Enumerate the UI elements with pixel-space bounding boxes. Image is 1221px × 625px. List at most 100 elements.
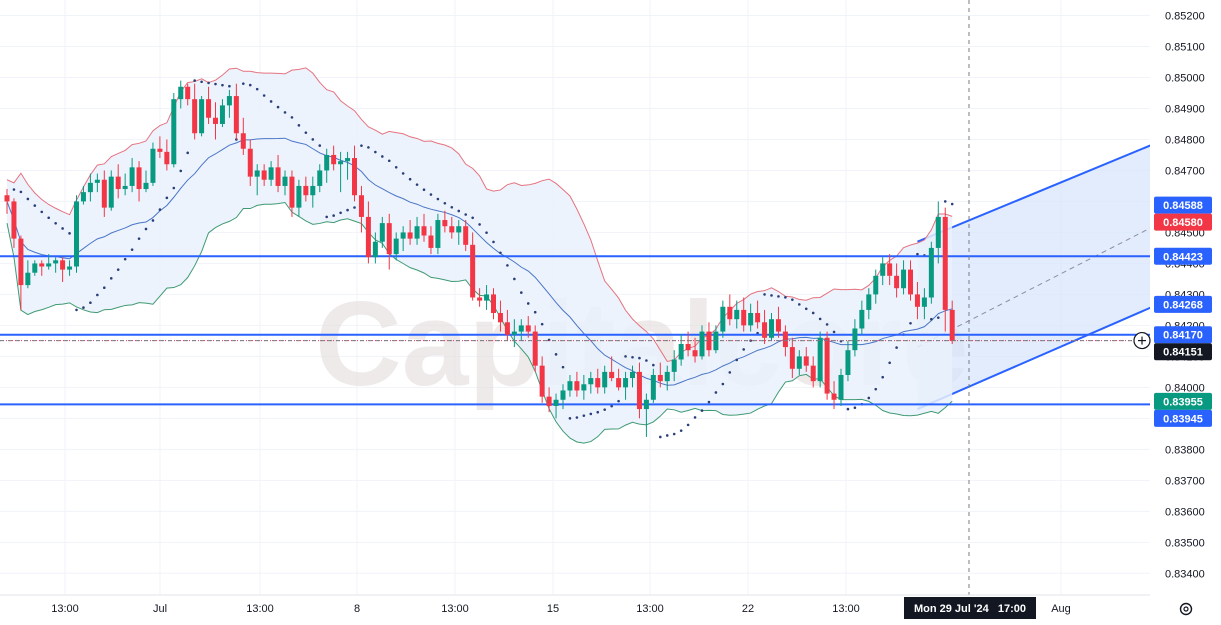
candle[interactable] <box>796 350 802 375</box>
time-axis[interactable]: 13:00 Jul 13:00 8 13:00 15 13:00 22 13:00 Aug <box>51 603 1071 615</box>
candles[interactable] <box>4 80 955 437</box>
candle[interactable] <box>352 145 357 202</box>
candle[interactable] <box>324 148 330 183</box>
candle[interactable] <box>567 374 573 397</box>
candle[interactable] <box>894 263 900 298</box>
candle[interactable] <box>171 92 177 168</box>
candle[interactable] <box>157 136 163 159</box>
candle[interactable] <box>928 241 934 304</box>
candle[interactable] <box>532 325 538 372</box>
candle[interactable] <box>525 316 531 338</box>
candle[interactable] <box>692 337 698 363</box>
candle[interactable] <box>831 381 837 410</box>
candle[interactable] <box>657 362 663 388</box>
candle[interactable] <box>345 151 351 180</box>
candle[interactable] <box>46 254 52 270</box>
candle[interactable] <box>143 170 149 193</box>
candle[interactable] <box>289 170 295 217</box>
candle[interactable] <box>407 220 413 245</box>
candle[interactable] <box>213 102 218 140</box>
candle[interactable] <box>442 210 448 233</box>
candle[interactable] <box>386 213 392 270</box>
candle[interactable] <box>762 309 768 344</box>
candle[interactable] <box>296 179 302 217</box>
candle[interactable] <box>602 365 608 394</box>
candle[interactable] <box>769 312 774 341</box>
candle[interactable] <box>317 164 323 193</box>
candle[interactable] <box>67 260 73 276</box>
candle[interactable] <box>546 387 552 413</box>
candle[interactable] <box>949 300 955 344</box>
candle[interactable] <box>650 368 656 403</box>
candle[interactable] <box>504 309 510 341</box>
candle[interactable] <box>428 226 434 255</box>
candle[interactable] <box>185 83 191 106</box>
candle[interactable] <box>775 306 781 338</box>
candle[interactable] <box>282 170 288 196</box>
candle[interactable] <box>32 260 38 276</box>
candle[interactable] <box>497 300 503 332</box>
candle[interactable] <box>331 145 337 171</box>
candle[interactable] <box>671 350 677 382</box>
candle[interactable] <box>11 198 17 248</box>
settings-gear-icon[interactable] <box>1179 602 1193 616</box>
candle[interactable] <box>484 285 490 310</box>
candle[interactable] <box>60 257 66 283</box>
candle[interactable] <box>880 257 886 286</box>
candle[interactable] <box>435 213 441 255</box>
candle[interactable] <box>226 89 232 118</box>
candle[interactable] <box>365 201 371 264</box>
candle[interactable] <box>859 300 865 335</box>
candle[interactable] <box>699 325 705 360</box>
candle[interactable] <box>720 300 726 338</box>
candle[interactable] <box>456 220 462 245</box>
candle[interactable] <box>810 356 816 388</box>
candle[interactable] <box>609 356 615 382</box>
candle[interactable] <box>803 347 809 372</box>
candle[interactable] <box>887 254 893 286</box>
candle[interactable] <box>511 319 517 348</box>
candle[interactable] <box>623 371 629 400</box>
candle[interactable] <box>664 365 670 391</box>
candle[interactable] <box>87 173 93 202</box>
candle[interactable] <box>678 334 684 366</box>
candle[interactable] <box>935 201 941 264</box>
candle[interactable] <box>18 235 24 310</box>
candle[interactable] <box>581 374 587 400</box>
candle[interactable] <box>254 164 260 196</box>
candle[interactable] <box>101 170 107 217</box>
candle[interactable] <box>921 288 927 320</box>
candle[interactable] <box>393 232 399 261</box>
candle[interactable] <box>192 83 198 140</box>
candle[interactable] <box>636 362 642 419</box>
candle[interactable] <box>914 282 920 320</box>
horizontal-levels[interactable] <box>0 255 1150 406</box>
candle[interactable] <box>53 257 59 273</box>
candle[interactable] <box>80 185 86 205</box>
candle[interactable] <box>303 176 309 202</box>
candle[interactable] <box>574 371 580 397</box>
candle[interactable] <box>470 232 476 301</box>
candle[interactable] <box>588 371 594 394</box>
candle[interactable] <box>94 173 100 193</box>
candle[interactable] <box>421 213 427 242</box>
candle[interactable] <box>122 173 128 196</box>
candle[interactable] <box>108 170 114 211</box>
candle[interactable] <box>817 331 823 388</box>
candle[interactable] <box>199 96 205 137</box>
candle[interactable] <box>908 260 913 301</box>
candle[interactable] <box>755 300 761 329</box>
candle[interactable] <box>553 393 559 419</box>
candle[interactable] <box>845 340 851 382</box>
candle[interactable] <box>630 365 635 388</box>
candle[interactable] <box>477 288 483 307</box>
candle[interactable] <box>358 185 364 233</box>
candle[interactable] <box>539 356 545 403</box>
candle[interactable] <box>838 368 844 406</box>
candle[interactable] <box>414 216 420 245</box>
candle[interactable] <box>595 368 601 394</box>
candle[interactable] <box>789 337 795 379</box>
candle[interactable] <box>372 232 378 264</box>
candle[interactable] <box>310 176 316 208</box>
candle[interactable] <box>136 161 142 202</box>
